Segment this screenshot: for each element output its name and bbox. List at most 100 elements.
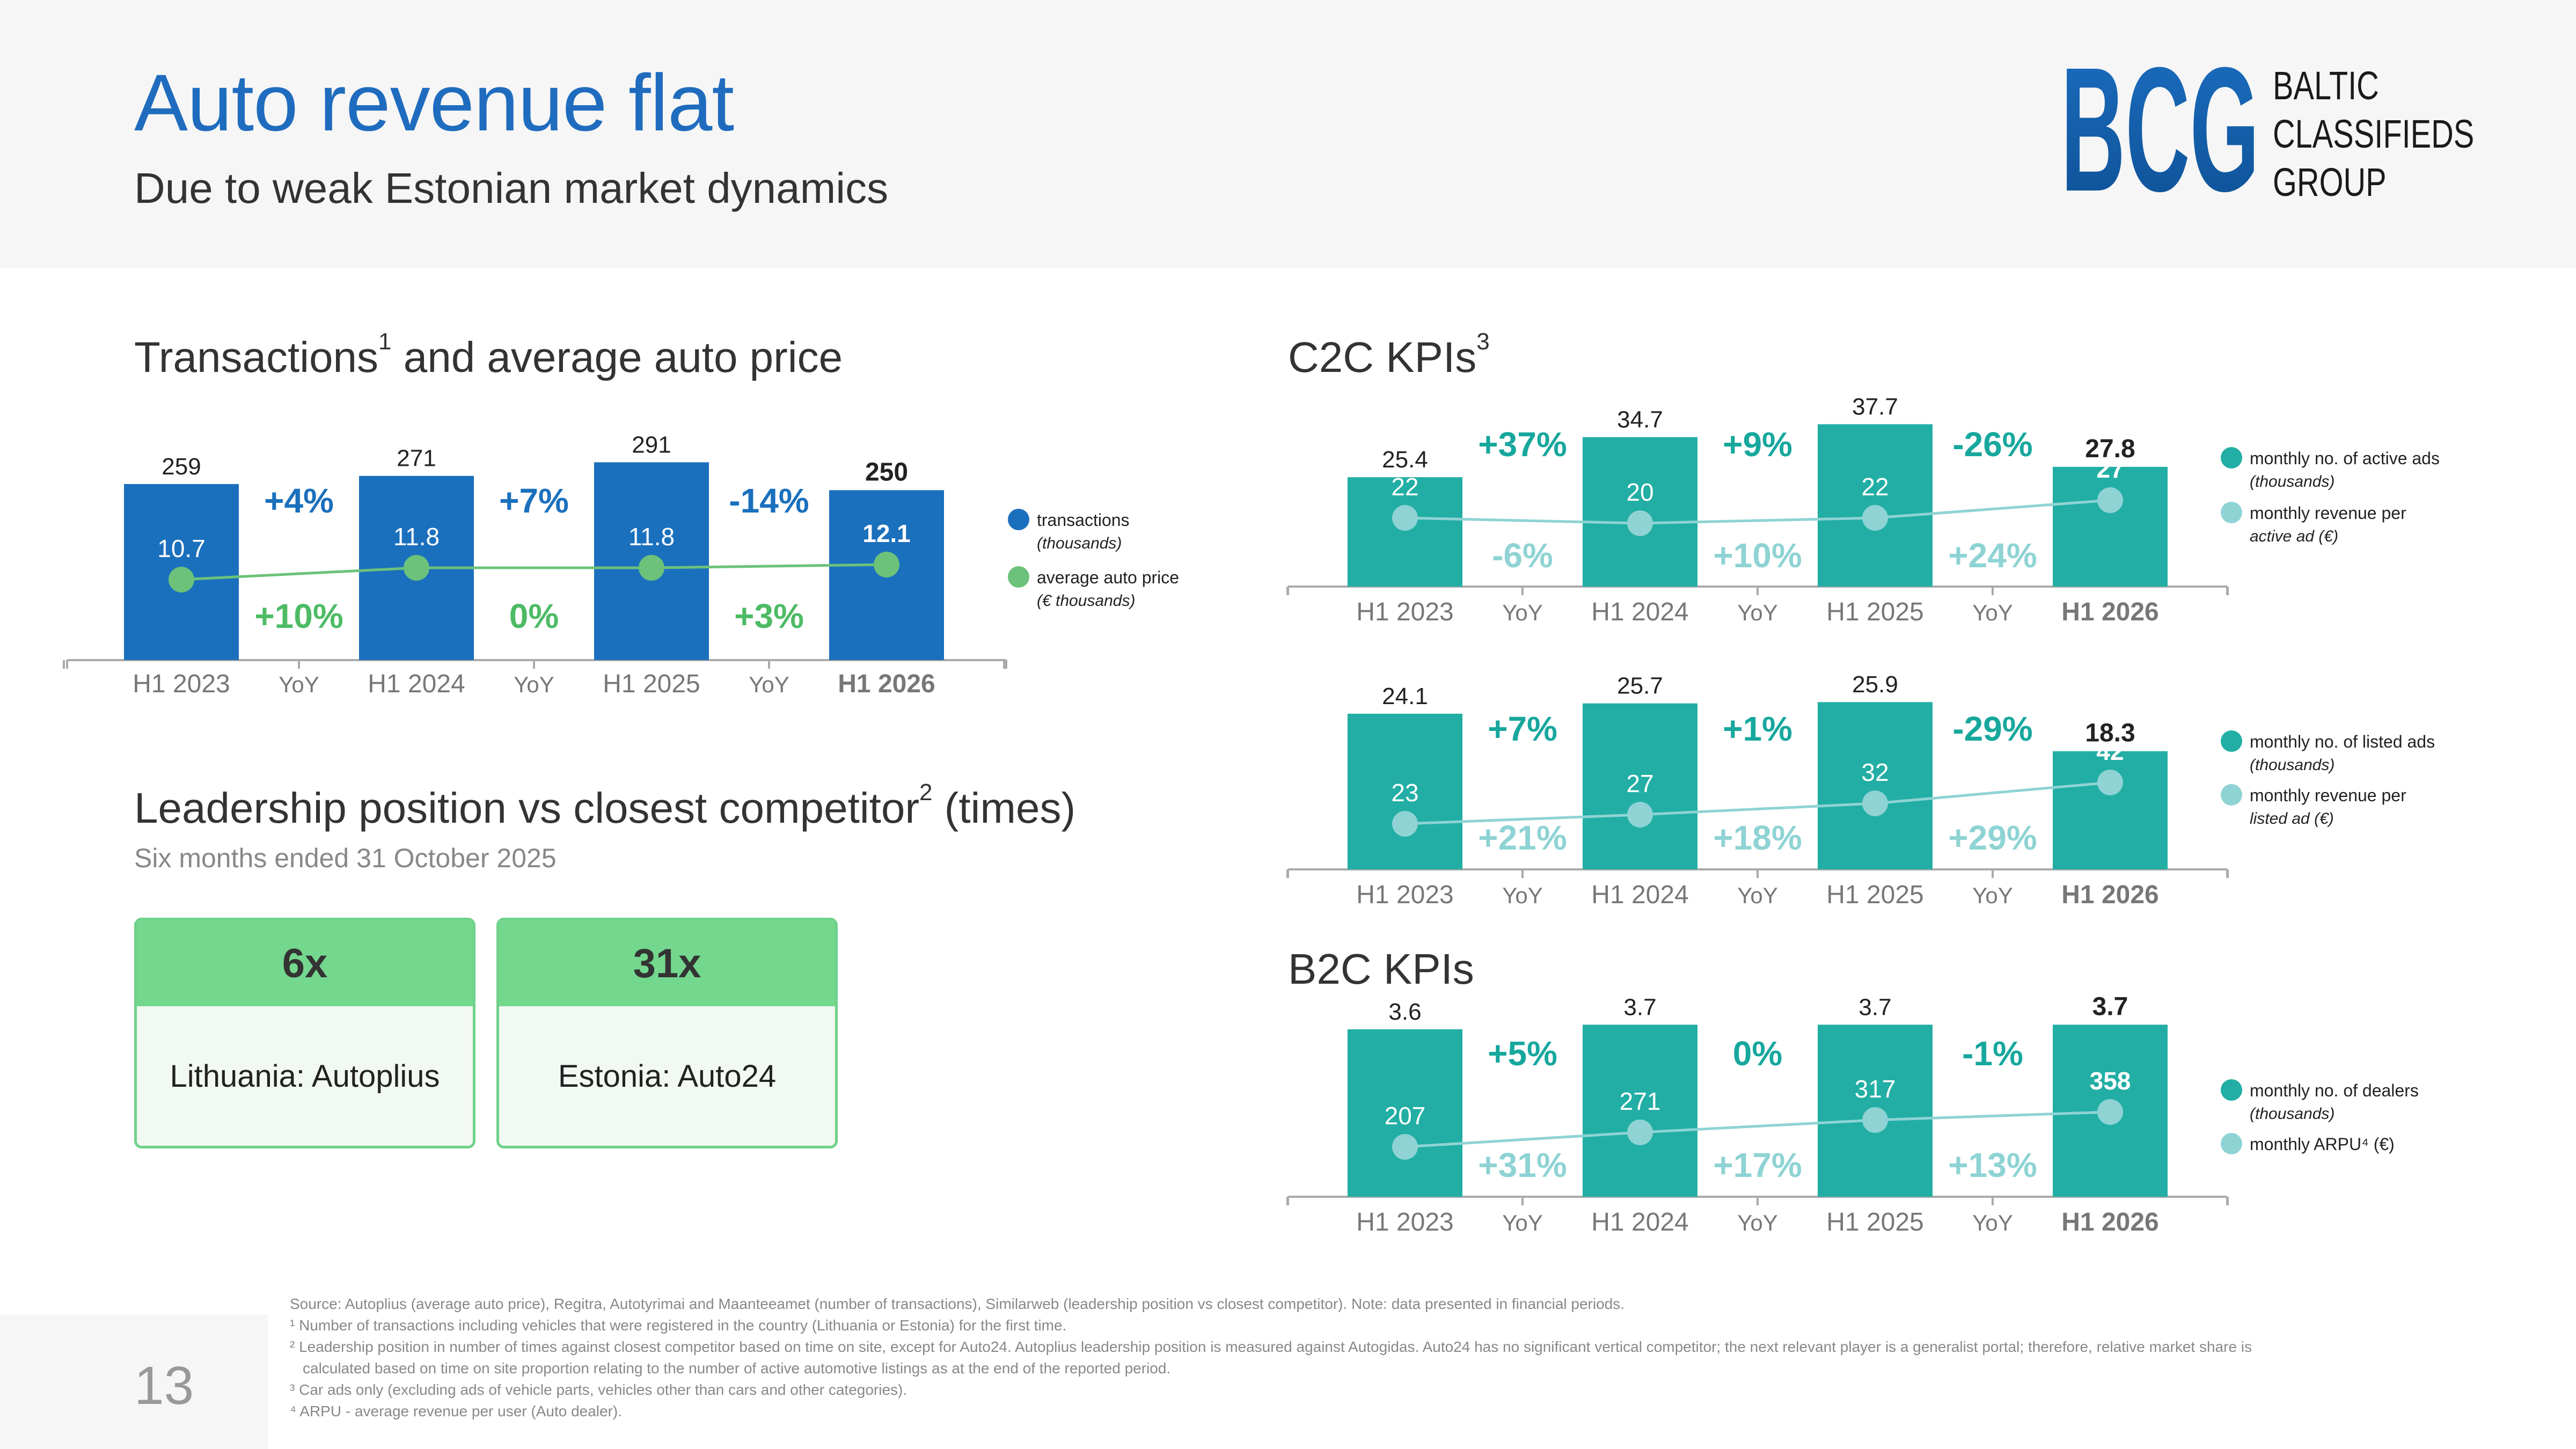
line-value-label: 271 (1620, 1087, 1661, 1115)
line-point (1627, 802, 1653, 828)
yoy-bar-change: +7% (1488, 709, 1557, 748)
leadership-label: Lithuania: Autoplius (170, 1058, 440, 1094)
bar-value-label: 24.1 (1382, 683, 1428, 709)
yoy-line-change: +29% (1948, 818, 2037, 857)
page-subtitle: Due to weak Estonian market dynamics (134, 164, 889, 212)
legend-label: monthly ARPU⁴ (€) (2250, 1135, 2395, 1154)
yoy-bar-change: 0% (1733, 1034, 1783, 1073)
x-tick-label-yoy: YoY (1972, 883, 2013, 908)
x-tick-label-yoy: YoY (1502, 883, 1543, 908)
yoy-bar-change: +7% (499, 481, 569, 520)
yoy-bar-change: +9% (1723, 425, 1792, 464)
x-tick-label: H1 2026 (2061, 1208, 2158, 1236)
legend-marker (2221, 730, 2242, 752)
bar (1348, 1029, 1462, 1197)
footnotes: Source: Autoplius (average auto price), … (290, 1293, 2436, 1422)
legend-sublabel: (€ thousands) (1037, 592, 1135, 610)
x-tick-label: H1 2023 (133, 670, 230, 698)
yoy-bar-change: -14% (729, 481, 809, 520)
bar-value-label: 3.6 (1388, 999, 1421, 1025)
leadership-value: 6x (137, 920, 473, 1006)
logo-mark: BCG (2061, 56, 2259, 196)
bar (1348, 713, 1462, 869)
logo-wordmark: BALTIC CLASSIFIEDS GROUP (2273, 62, 2474, 207)
line-point (1862, 1107, 1888, 1133)
leadership-card-estonia: 31x Estonia: Auto24 (496, 918, 838, 1148)
footnote-4: ⁴ ARPU - average revenue per user (Auto … (290, 1403, 623, 1419)
bar-value-label: 27.8 (2085, 435, 2135, 463)
yoy-bar-change: -29% (1952, 709, 2032, 748)
x-tick-label-yoy: YoY (279, 672, 319, 697)
x-tick-label-yoy: YoY (514, 672, 554, 697)
legend-sublabel: (thousands) (2250, 473, 2334, 491)
legend-label: transactions (1037, 510, 1130, 530)
footnote-1: ¹ Number of transactions including vehic… (290, 1317, 1067, 1334)
yoy-line-change: +10% (1713, 536, 1802, 575)
yoy-bar-change: -26% (1952, 425, 2032, 464)
logo-line-3: GROUP (2273, 160, 2387, 204)
line-value-label: 358 (2090, 1067, 2131, 1095)
yoy-line-change: +18% (1713, 818, 1802, 857)
legend-marker (2221, 1079, 2242, 1101)
bar-value-label: 25.4 (1382, 447, 1428, 473)
bar-value-label: 3.7 (1623, 994, 1656, 1020)
x-tick-label: H1 2025 (1826, 598, 1923, 626)
bar (1818, 702, 1933, 869)
x-tick-label-yoy: YoY (1502, 600, 1543, 625)
legend-marker (1008, 509, 1029, 530)
x-tick-label: H1 2024 (1591, 881, 1688, 909)
line-point (1627, 510, 1653, 536)
x-tick-label: H1 2024 (368, 670, 465, 698)
x-tick-label: H1 2024 (1591, 598, 1688, 626)
yoy-line-change: +21% (1478, 818, 1567, 857)
line-point (1392, 1134, 1418, 1160)
bar (2053, 466, 2168, 587)
legend-sublabel: (thousands) (2250, 756, 2334, 774)
footnote-2-cont: calculated based on time on site proport… (303, 1360, 1171, 1377)
line-point (1627, 1119, 1653, 1145)
series-line (1404, 781, 2111, 825)
logo-line-2: CLASSIFIEDS (2273, 112, 2475, 156)
yoy-bar-change: -1% (1962, 1034, 2023, 1073)
bar-value-label: 3.7 (1858, 994, 1891, 1020)
legend-label: average auto price (1037, 568, 1179, 587)
yoy-line-change: +31% (1478, 1146, 1567, 1184)
line-value-label: 10.7 (157, 535, 206, 562)
line-point (169, 567, 194, 592)
legend-sublabel: (thousands) (1037, 535, 1122, 552)
bar-value-label: 271 (397, 445, 436, 472)
yoy-line-change: +17% (1713, 1146, 1802, 1184)
bar (1348, 477, 1462, 587)
x-tick-label: H1 2023 (1356, 1208, 1453, 1236)
yoy-line-change: 0% (509, 597, 559, 635)
x-tick-label: H1 2026 (2061, 881, 2158, 909)
x-tick-label-yoy: YoY (1972, 1210, 2013, 1235)
line-point (639, 555, 664, 581)
line-value-label: 22 (1391, 473, 1418, 501)
legend-label: monthly no. of listed ads (2250, 732, 2435, 751)
page-title: Auto revenue flat (134, 57, 734, 148)
bar-value-label: 18.3 (2085, 719, 2135, 748)
line-value-label: 12.1 (862, 519, 911, 547)
line-point (1392, 811, 1418, 837)
bar-value-label: 291 (632, 431, 671, 458)
line-value-label: 11.8 (628, 523, 675, 551)
yoy-bar-change: +5% (1488, 1034, 1557, 1073)
legend-label: monthly no. of active ads (2250, 449, 2440, 468)
x-tick-label-yoy: YoY (749, 672, 789, 697)
bar-value-label: 250 (865, 458, 908, 486)
yoy-line-change: +3% (734, 597, 804, 635)
yoy-bar-change: +37% (1478, 425, 1567, 464)
yoy-line-change: +13% (1948, 1146, 2037, 1184)
line-value-label: 27 (2096, 455, 2124, 483)
line-value-label: 317 (1855, 1075, 1896, 1103)
legend-marker (2221, 502, 2242, 523)
line-point (1862, 505, 1888, 531)
series-line (181, 563, 887, 581)
b2c-section-title: B2C KPIs (1288, 945, 1474, 993)
leadership-value: 31x (499, 920, 835, 1006)
line-value-label: 42 (2096, 737, 2124, 765)
line-value-label: 20 (1626, 478, 1653, 506)
legend-label: monthly revenue per (2250, 786, 2406, 805)
